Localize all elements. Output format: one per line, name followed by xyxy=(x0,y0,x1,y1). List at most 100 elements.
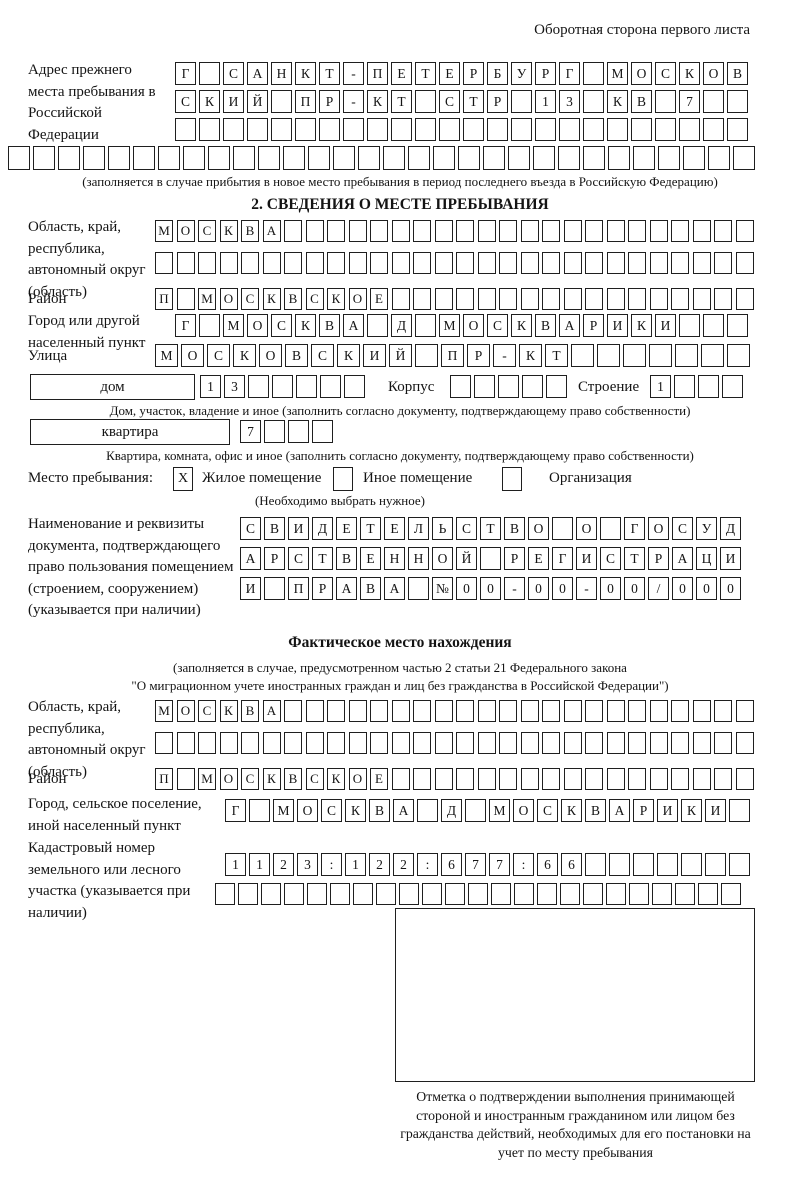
char-cell[interactable] xyxy=(456,700,474,722)
char-cell[interactable]: С xyxy=(198,700,216,722)
char-cell[interactable]: А xyxy=(262,220,281,242)
char-cell[interactable]: П xyxy=(155,288,173,310)
char-cell[interactable] xyxy=(571,344,594,367)
char-cell[interactable] xyxy=(583,883,603,905)
char-cell[interactable] xyxy=(628,220,646,242)
char-cell[interactable] xyxy=(633,146,655,170)
char-cell[interactable]: Е xyxy=(370,288,388,310)
char-cell[interactable] xyxy=(698,883,718,905)
char-cell[interactable]: О xyxy=(576,517,597,540)
char-cell[interactable] xyxy=(370,252,388,274)
char-cell[interactable] xyxy=(413,700,431,722)
char-cell[interactable]: А xyxy=(672,547,693,570)
char-cell[interactable]: А xyxy=(384,577,405,600)
char-cell[interactable]: Р xyxy=(463,62,484,85)
char-cell[interactable] xyxy=(537,883,557,905)
char-cell[interactable]: А xyxy=(336,577,357,600)
char-cell[interactable] xyxy=(320,375,341,398)
char-cell[interactable]: Ц xyxy=(696,547,717,570)
char-cell[interactable]: 3 xyxy=(559,90,580,113)
char-cell[interactable] xyxy=(563,220,582,242)
char-cell[interactable] xyxy=(176,288,195,310)
char-cell[interactable] xyxy=(607,118,628,141)
char-cell[interactable] xyxy=(198,732,216,754)
char-cell[interactable] xyxy=(520,288,539,310)
char-cell[interactable] xyxy=(233,146,255,170)
char-cell[interactable]: В xyxy=(727,62,748,85)
char-cell[interactable]: О xyxy=(181,344,204,367)
char-cell[interactable]: С xyxy=(198,220,216,242)
char-cell[interactable]: 0 xyxy=(528,577,549,600)
char-cell[interactable]: Л xyxy=(408,517,429,540)
char-cell[interactable]: П xyxy=(441,344,464,367)
char-cell[interactable] xyxy=(408,146,430,170)
char-cell[interactable]: А xyxy=(559,314,580,337)
char-cell[interactable]: - xyxy=(504,577,525,600)
char-cell[interactable] xyxy=(498,375,519,398)
char-cell[interactable] xyxy=(499,732,517,754)
char-cell[interactable] xyxy=(705,853,726,876)
char-cell[interactable] xyxy=(417,799,438,822)
char-cell[interactable] xyxy=(391,732,410,754)
char-cell[interactable]: Т xyxy=(319,62,340,85)
char-cell[interactable] xyxy=(450,375,471,398)
char-cell[interactable] xyxy=(223,118,244,141)
char-cell[interactable]: Д xyxy=(720,517,741,540)
char-cell[interactable] xyxy=(264,420,285,443)
char-cell[interactable]: И xyxy=(657,799,678,822)
char-cell[interactable]: В xyxy=(535,314,556,337)
char-cell[interactable] xyxy=(312,420,333,443)
char-cell[interactable] xyxy=(563,252,582,274)
char-cell[interactable]: Р xyxy=(319,90,340,113)
char-cell[interactable] xyxy=(283,146,305,170)
char-cell[interactable] xyxy=(415,344,438,367)
char-cell[interactable]: Р xyxy=(487,90,508,113)
char-cell[interactable] xyxy=(456,288,474,310)
char-cell[interactable]: 7 xyxy=(465,853,486,876)
char-cell[interactable] xyxy=(264,577,285,600)
char-cell[interactable] xyxy=(542,768,560,790)
char-cell[interactable]: В xyxy=(369,799,390,822)
char-cell[interactable] xyxy=(456,220,474,242)
char-cell[interactable] xyxy=(198,252,216,274)
char-cell[interactable] xyxy=(628,768,646,790)
char-cell[interactable] xyxy=(520,732,539,754)
char-cell[interactable] xyxy=(83,146,105,170)
char-cell[interactable]: И xyxy=(705,799,726,822)
char-cell[interactable] xyxy=(727,344,750,367)
char-cell[interactable]: 0 xyxy=(456,577,477,600)
char-cell[interactable] xyxy=(606,883,626,905)
char-cell[interactable]: И xyxy=(655,314,676,337)
char-cell[interactable] xyxy=(305,732,324,754)
char-cell[interactable] xyxy=(585,220,603,242)
char-cell[interactable] xyxy=(288,420,309,443)
char-cell[interactable] xyxy=(477,220,496,242)
char-cell[interactable] xyxy=(108,146,130,170)
char-cell[interactable] xyxy=(155,252,173,274)
char-cell[interactable] xyxy=(434,768,453,790)
char-cell[interactable] xyxy=(606,732,625,754)
char-cell[interactable] xyxy=(308,146,330,170)
char-cell[interactable]: О xyxy=(176,220,195,242)
char-cell[interactable] xyxy=(434,252,453,274)
char-cell[interactable]: - xyxy=(343,62,364,85)
char-cell[interactable] xyxy=(583,62,604,85)
char-cell[interactable] xyxy=(735,700,754,722)
char-cell[interactable] xyxy=(238,883,258,905)
char-cell[interactable]: С xyxy=(655,62,676,85)
char-cell[interactable] xyxy=(727,118,748,141)
char-cell[interactable] xyxy=(348,220,367,242)
char-cell[interactable] xyxy=(692,732,711,754)
char-cell[interactable]: : xyxy=(417,853,438,876)
char-cell[interactable]: 3 xyxy=(224,375,245,398)
char-cell[interactable]: С xyxy=(271,314,292,337)
char-cell[interactable]: К xyxy=(519,344,542,367)
char-cell[interactable]: : xyxy=(321,853,342,876)
char-cell[interactable] xyxy=(463,118,484,141)
char-cell[interactable] xyxy=(413,288,431,310)
char-cell[interactable] xyxy=(499,700,517,722)
char-cell[interactable]: 2 xyxy=(273,853,294,876)
char-cell[interactable] xyxy=(535,118,556,141)
char-cell[interactable]: Р xyxy=(535,62,556,85)
char-cell[interactable]: Р xyxy=(633,799,654,822)
